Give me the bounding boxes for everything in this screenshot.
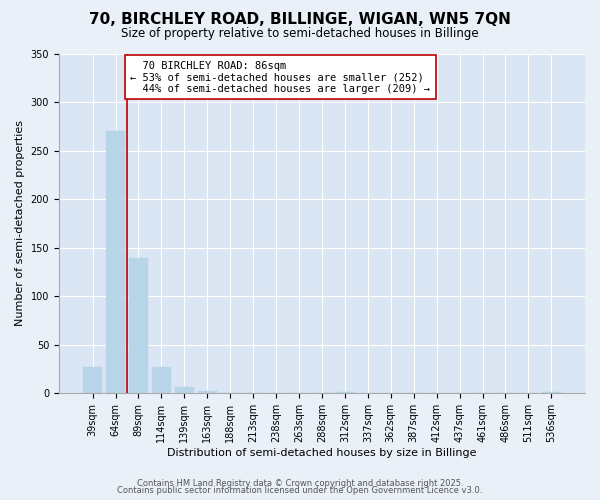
Text: Contains HM Land Registry data © Crown copyright and database right 2025.: Contains HM Land Registry data © Crown c… bbox=[137, 478, 463, 488]
Bar bbox=[335, 392, 355, 393]
Text: Contains public sector information licensed under the Open Government Licence v3: Contains public sector information licen… bbox=[118, 486, 482, 495]
Bar bbox=[197, 391, 217, 393]
Bar bbox=[175, 387, 194, 393]
Bar bbox=[152, 367, 171, 393]
Text: Size of property relative to semi-detached houses in Billinge: Size of property relative to semi-detach… bbox=[121, 28, 479, 40]
Bar bbox=[128, 258, 148, 393]
Text: 70, BIRCHLEY ROAD, BILLINGE, WIGAN, WN5 7QN: 70, BIRCHLEY ROAD, BILLINGE, WIGAN, WN5 … bbox=[89, 12, 511, 28]
Bar bbox=[542, 392, 561, 393]
Y-axis label: Number of semi-detached properties: Number of semi-detached properties bbox=[15, 120, 25, 326]
Text: 70 BIRCHLEY ROAD: 86sqm
← 53% of semi-detached houses are smaller (252)
  44% of: 70 BIRCHLEY ROAD: 86sqm ← 53% of semi-de… bbox=[130, 60, 430, 94]
X-axis label: Distribution of semi-detached houses by size in Billinge: Distribution of semi-detached houses by … bbox=[167, 448, 477, 458]
Bar bbox=[83, 367, 103, 393]
Bar bbox=[106, 132, 125, 393]
